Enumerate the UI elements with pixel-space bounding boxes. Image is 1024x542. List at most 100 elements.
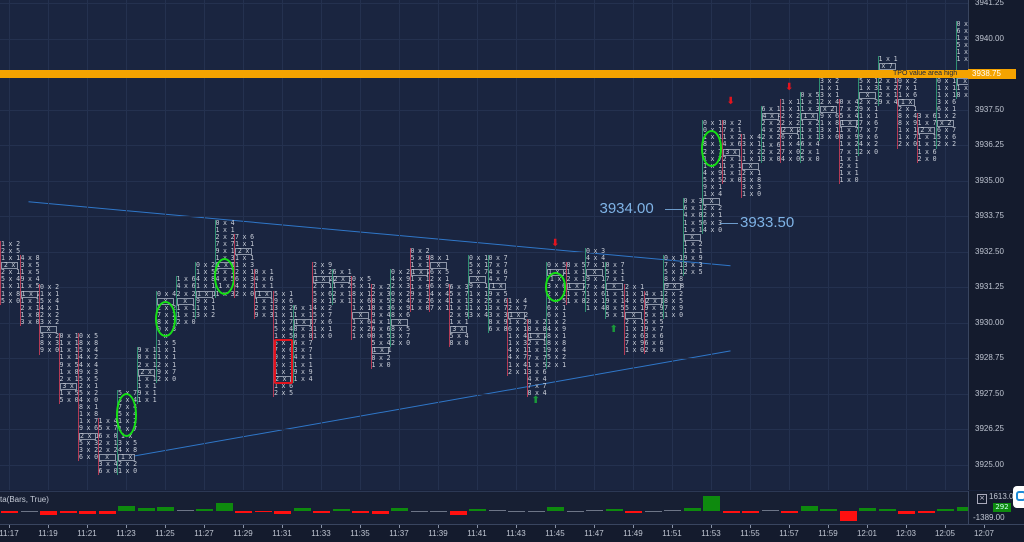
footprint-cell: 4 x 1: [293, 353, 313, 362]
footprint-cell: 1 x 1: [469, 303, 488, 312]
time-tick-label: 11:23: [116, 529, 136, 538]
value-area-high-line[interactable]: [0, 70, 968, 78]
footprint-cell: 6 x 3: [449, 282, 469, 291]
footprint-cell: 7 x 1: [430, 303, 449, 312]
footprint-cell: 9 x 4: [20, 275, 40, 284]
footprint-cell: 4 x 2: [859, 140, 878, 149]
footprint-cell: 4 x 6: [254, 275, 274, 284]
footprint-cell: 5 x 0: [59, 396, 79, 405]
delta-indicator-panel[interactable]: ta(Bars, True): [0, 491, 968, 525]
footprint-cell: 1 x 1: [566, 268, 586, 277]
footprint-cell: 7 x 1: [586, 261, 605, 270]
footprint-cell: 0 x 2: [527, 318, 547, 326]
footprint-cell: 3 x 7: [293, 346, 313, 355]
footprint-cell: 1 x 2: [800, 119, 820, 128]
footprint-cell: 1 x 1: [449, 296, 469, 305]
close-indicator-icon[interactable]: ×: [977, 494, 987, 504]
delta-bar: [527, 511, 545, 513]
bar-edge: [351, 276, 352, 341]
footprint-cell: 7 x 1: [605, 275, 625, 284]
footprint-cell: 1 x 6: [352, 317, 371, 326]
grid-line: [0, 358, 968, 359]
footprint-cell: 1 x 1: [449, 303, 469, 312]
bar-edge: [858, 77, 859, 156]
time-tick-label: 12:01: [856, 529, 878, 538]
footprint-cell: 0 x 2: [196, 261, 215, 270]
trendline[interactable]: [125, 350, 731, 458]
footprint-cell: 2 x 1: [898, 104, 917, 113]
footprint-cell: 3 x 4: [469, 310, 488, 319]
delta-bar: [391, 508, 408, 512]
price-annotation[interactable]: 3933.50: [740, 214, 795, 232]
time-tick-mark: [750, 525, 751, 528]
poc-cell: 1 x 1: [196, 289, 216, 298]
footprint-cell: 5 x 1: [274, 289, 293, 298]
footprint-cell: 6 x 1: [547, 303, 566, 312]
side-panel-toggle-button[interactable]: [1013, 486, 1024, 508]
footprint-cell: 1 x 1: [1, 254, 20, 263]
footprint-cell: 1 x 7: [79, 417, 98, 426]
footprint-cell: 5 x 2: [79, 388, 98, 397]
grid-line: [0, 464, 968, 466]
price-annotation[interactable]: 3934.00: [599, 199, 654, 217]
delta-bar: [820, 509, 837, 512]
footprint-cell: 6 x 1: [293, 303, 313, 312]
time-axis[interactable]: 11:17 11:19 11:21 11:23 11:25 11:27 11:29 11:31…: [0, 524, 1024, 542]
footprint-cell: 4 x 6: [722, 140, 742, 149]
footprint-bar[interactable]: 0 x 66 x 11 x 25 x 21 x 21 x 1 x 1 x 18 …: [955, 20, 968, 99]
footprint-cell: 1 x 6: [352, 296, 371, 305]
footprint-cell: 3 x 6: [917, 112, 937, 121]
price-axis[interactable]: 3941.25 3940.00 3938.75 3937.50 3936.25 3935.…: [968, 0, 1024, 490]
trendline[interactable]: [28, 201, 731, 267]
footprint-cell: 1 x 1: [605, 289, 625, 298]
delta-bar: [956, 506, 968, 512]
delta-bar: [215, 503, 233, 512]
footprint-cell: 5 x 7: [449, 289, 469, 298]
